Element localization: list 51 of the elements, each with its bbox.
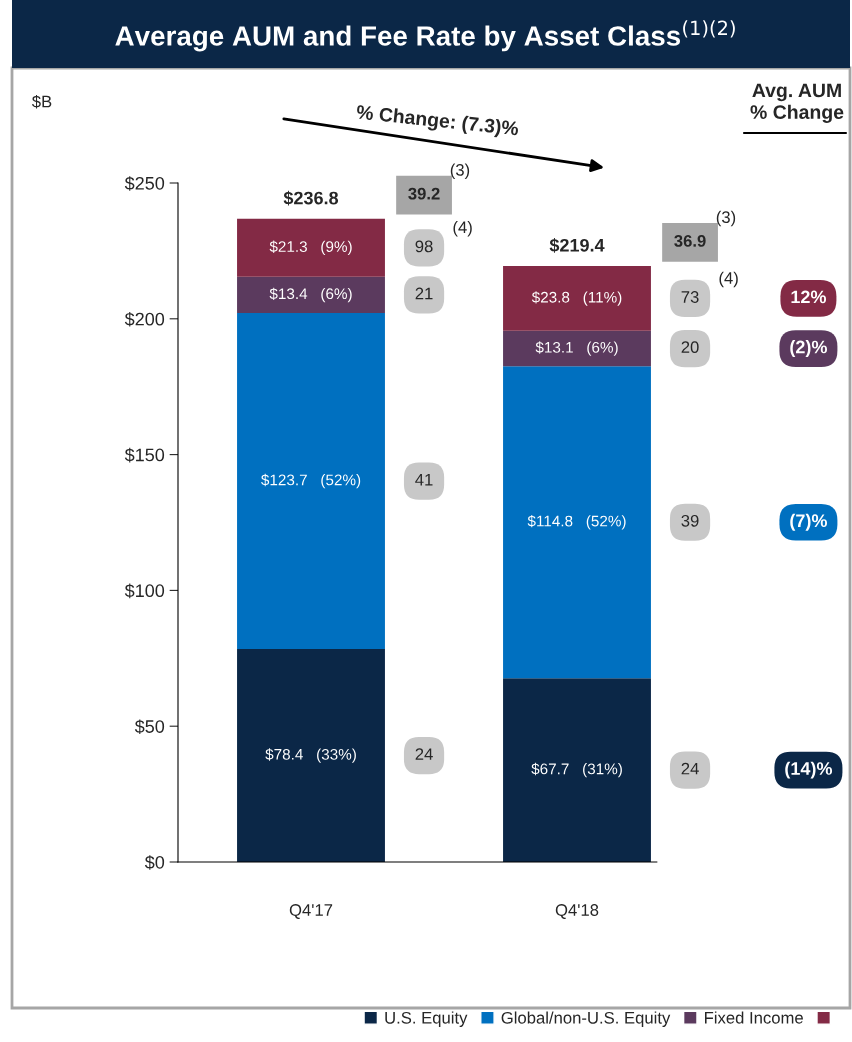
text: (4) [719,271,738,288]
bar [503,678,651,862]
chart-title: Average AUM and Fee Rate by Asset Class$^{(1)(2)}$ [115,20,735,52]
legend-label: Global/non-U.S. Equity [501,1011,671,1027]
y-tick-label: $100 [124,583,165,599]
y-tick-label: $200 [124,311,165,327]
text: 39 [681,514,699,527]
x-tick-label: Q4'17 [289,904,333,919]
text: 12% [791,290,827,304]
total-label: $219.4 [549,238,605,253]
annotation: 24 [415,748,433,760]
annotation: 39.2 [408,187,440,200]
legend-label: Fixed Income [705,1011,803,1024]
y-tick-label: $150 [124,447,165,463]
text: $B [31,94,52,109]
data-label: $13.1 (6%) [535,341,618,356]
data-label: $67.7 (31%) [531,762,622,778]
bar [237,313,385,650]
legend-label: U.S. Equity [385,1011,468,1027]
y-tick-label: $250 [124,176,165,191]
text: (2)% [790,340,828,357]
bar [503,330,651,367]
x-tick-label: Q4'18 [555,904,599,919]
bar [503,366,651,679]
annotation: (4) [453,221,472,237]
text: 20 [681,341,699,354]
bar [237,649,385,862]
data-label: $114.8 (52%) [527,514,626,530]
text: 36.9 [674,235,706,247]
text: (14)% [785,761,833,779]
text: (7)% [790,513,828,531]
data-label: $13.4 (6%) [269,287,352,303]
text: 24 [681,762,699,775]
total-label: $236.8 [283,190,339,206]
data-label: $23.8 (11%) [531,291,622,306]
annotation: 41 [415,473,433,486]
bar [503,266,651,331]
text: 73 [681,291,699,303]
bar [237,218,385,277]
annotation: 98 [415,240,433,253]
y-tick-label: $0 [144,855,165,870]
bar [237,276,385,314]
annotation: 21 [415,287,433,300]
text: (3) [716,210,736,227]
text: (3) [450,163,470,180]
text: Avg. AUM % Change [750,83,844,123]
text: % Change: (7.3)% [355,104,519,140]
y-tick-label: $50 [134,719,165,734]
data-label: $21.3 (9%) [269,240,352,256]
data-label: $78.4 (33%) [265,748,356,763]
data-label: $123.7 (52%) [261,473,361,489]
